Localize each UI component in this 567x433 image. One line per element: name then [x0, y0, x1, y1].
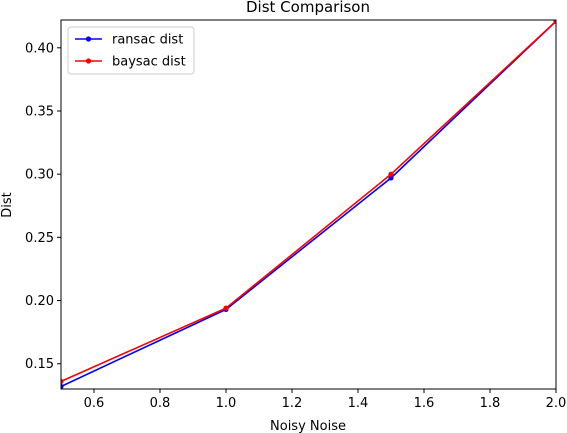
legend: ransac dist baysac dist: [67, 26, 195, 75]
data-point: [223, 305, 229, 311]
legend-marker: [85, 36, 92, 42]
data-point: [61, 378, 64, 385]
y-tick-label: 0.35: [25, 104, 54, 119]
x-tick-label: 1.2: [282, 396, 303, 411]
plot-frame: [60, 19, 557, 390]
y-tick-label: 0.25: [25, 231, 54, 246]
data-point: [61, 383, 64, 389]
legend-marker: [85, 58, 92, 64]
legend-label: ransac dist: [112, 33, 183, 48]
x-axis-label: Noisy Noise: [270, 419, 346, 433]
x-tick-label: 1.8: [480, 396, 501, 411]
x-tick-label: 0.8: [150, 396, 171, 411]
plot-markers: [61, 20, 556, 389]
series-line-baysac-dist: [61, 20, 556, 383]
data-point: [553, 20, 556, 24]
x-tick-label: 1.0: [216, 396, 237, 411]
x-axis-ticks: 0.6 0.8 1.0 1.2 1.4 1.6 1.8 2.0: [84, 389, 567, 411]
chart-title: Dist Comparison: [246, 0, 370, 16]
x-tick-label: 0.6: [84, 396, 105, 411]
data-point: [388, 171, 394, 177]
legend-label: baysac dist: [112, 55, 186, 70]
y-axis-label: Dist: [0, 192, 15, 218]
x-tick-label: 1.4: [348, 396, 369, 411]
y-tick-label: 0.20: [25, 294, 54, 309]
data-point: [388, 175, 394, 181]
y-tick-label: 0.40: [25, 41, 54, 56]
x-tick-label: 1.6: [414, 396, 435, 411]
series-line-ransac-dist: [61, 20, 556, 388]
y-tick-label: 0.30: [25, 168, 54, 183]
y-axis-ticks: 0.15 0.20 0.25 0.30 0.35 0.40: [25, 41, 61, 372]
y-tick-label: 0.15: [25, 357, 54, 372]
x-tick-label: 2.0: [546, 396, 567, 411]
plot-lines: [61, 20, 556, 388]
